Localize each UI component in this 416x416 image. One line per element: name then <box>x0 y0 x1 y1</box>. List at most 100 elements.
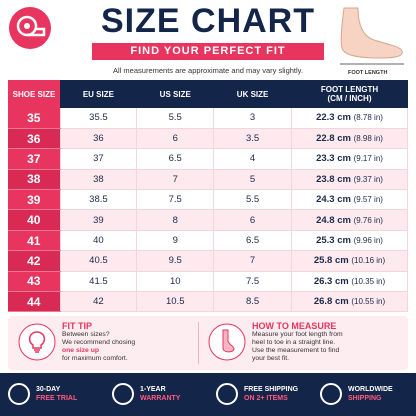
cell: 36 <box>60 128 138 150</box>
badge: 30-DAY FREE TRIAL <box>36 385 77 403</box>
cell: 40 <box>60 230 138 252</box>
fit-tip-highlight: one size up <box>62 347 100 354</box>
table-row: 38 38 7 5 23.8 cm (9.37 in) <box>8 169 408 191</box>
inch-value: (9.17 in) <box>353 154 383 164</box>
inch-value: (9.96 in) <box>353 236 383 246</box>
how-to-title: HOW TO MEASURE <box>252 321 337 331</box>
table-row: 40 39 8 6 24.8 cm (9.76 in) <box>8 209 408 231</box>
foot-label: FOOT LENGTH <box>348 70 388 76</box>
cell: 5.5 <box>136 108 215 129</box>
badge-title: 30-DAY <box>36 386 61 393</box>
cell: 35.5 <box>60 108 138 129</box>
badge-subtitle: WARRANTY <box>140 395 181 402</box>
tape-icon <box>9 7 51 49</box>
tips: FIT TIP Between sizes? We recommend chos… <box>8 316 408 370</box>
cell: 6.5 <box>213 230 292 252</box>
footer: 30-DAY FREE TRIAL 1-YEAR WARRANTY FREE SHIPP… <box>0 373 416 416</box>
cell: 6.5 <box>136 148 215 170</box>
inch-value: (9.37 in) <box>353 174 383 184</box>
foot-length-cell: 22.8 cm (8.98 in) <box>291 128 408 150</box>
foot-illustration <box>340 7 404 65</box>
badge-subtitle: ON 2+ ITEMS <box>244 395 288 402</box>
fit-tip-title: FIT TIP <box>62 321 92 331</box>
cell: 4 <box>213 148 292 170</box>
badge-subtitle: FREE TRIAL <box>36 395 78 402</box>
cell: 9.5 <box>136 250 215 272</box>
foot-length-cell: 23.8 cm (9.37 in) <box>291 169 408 191</box>
inch-value: (10.16 in) <box>351 256 386 266</box>
cell: 5 <box>213 169 292 191</box>
table-row: 35 35.5 5.5 3 22.3 cm (8.78 in) <box>8 108 408 129</box>
shoe-size: 37 <box>8 148 61 170</box>
shoe-size: 40 <box>8 209 61 231</box>
measure-icon <box>208 323 246 361</box>
inch-value: (9.57 in) <box>353 195 383 205</box>
badge-subtitle: SHIPPING <box>348 395 382 402</box>
cm-value: 25.3 cm <box>316 235 351 247</box>
badge-title: WORLDWIDE <box>348 386 393 393</box>
foot-length-cell: 25.3 cm (9.96 in) <box>291 230 408 252</box>
foot-length-cell: 24.8 cm (9.76 in) <box>291 209 408 231</box>
foot-length-cell: 24.3 cm (9.57 in) <box>291 189 408 211</box>
shoe-size: 36 <box>8 128 61 150</box>
header-cell: US SIZE <box>136 80 214 108</box>
how-to-line: Use the measurement to find <box>252 347 340 354</box>
inch-value: (8.98 in) <box>353 134 383 144</box>
header-cell: FOOT LENGTH <box>320 85 379 94</box>
cell: 38.5 <box>60 189 138 211</box>
inch-value: (10.55 in) <box>351 297 386 307</box>
cell: 39 <box>60 209 138 231</box>
badge-title: 1-YEAR <box>140 386 166 393</box>
badge: WORLDWIDE SHIPPING <box>348 385 393 403</box>
cell: 10.5 <box>136 291 215 313</box>
badge-icon <box>216 383 238 405</box>
cm-value: 22.3 cm <box>316 112 351 124</box>
fit-tip-line: for maximum comfort. <box>62 355 128 362</box>
cell: 38 <box>60 169 138 191</box>
how-to-line: heel to toe in a straight line. <box>252 339 336 346</box>
shoe-size: 38 <box>8 169 61 191</box>
table-row: 42 40.5 9.5 7 25.8 cm (10.16 in) <box>8 250 408 272</box>
cell: 3.5 <box>213 128 292 150</box>
badge: FREE SHIPPING ON 2+ ITEMS <box>244 385 298 403</box>
cell: 6 <box>136 128 215 150</box>
fit-tip-line: Between sizes? <box>62 331 110 338</box>
badge-title: FREE SHIPPING <box>244 386 299 393</box>
table-row: 39 38.5 7.5 5.5 24.3 cm (9.57 in) <box>8 189 408 211</box>
table-row: 41 40 9 6.5 25.3 cm (9.96 in) <box>8 230 408 252</box>
fit-tip-line: We recommend chosing <box>62 339 136 346</box>
cm-value: 24.3 cm <box>316 194 351 206</box>
table-row: 44 42 10.5 8.5 26.8 cm (10.55 in) <box>8 291 408 313</box>
foot-length-cell: 26.3 cm (10.35 in) <box>291 271 408 293</box>
cell: 40.5 <box>60 250 138 272</box>
cell: 5.5 <box>213 189 292 211</box>
table-row: 36 36 6 3.5 22.8 cm (8.98 in) <box>8 128 408 150</box>
cell: 7.5 <box>213 271 292 293</box>
inch-value: (9.76 in) <box>353 215 383 225</box>
title: SIZE CHART <box>101 2 315 40</box>
foot-length-cell: 25.8 cm (10.16 in) <box>291 250 408 272</box>
cell: 9 <box>136 230 215 252</box>
shoe-size: 44 <box>8 291 61 313</box>
how-to-line: Measure your foot length from <box>252 331 343 338</box>
cell: 8.5 <box>213 291 292 313</box>
size-table: SHOE SIZE EU SIZE US SIZE UK SIZE FOOT L… <box>8 80 408 313</box>
fit-tip: FIT TIP Between sizes? We recommend chos… <box>62 321 135 363</box>
shoe-size: 35 <box>8 108 61 129</box>
header-cell: (CM / INCH) <box>327 94 372 103</box>
cell: 10 <box>136 271 215 293</box>
bulb-icon <box>18 323 56 361</box>
foot-length-cell: 22.3 cm (8.78 in) <box>291 108 408 129</box>
badge: 1-YEAR WARRANTY <box>140 385 180 403</box>
header-cell: EU SIZE <box>60 80 137 108</box>
cell: 41.5 <box>60 271 138 293</box>
cell: 6 <box>213 209 292 231</box>
cell: 7 <box>136 169 215 191</box>
header-cell: UK SIZE <box>213 80 292 108</box>
cm-value: 23.3 cm <box>316 153 351 165</box>
header-row: SHOE SIZE EU SIZE US SIZE UK SIZE FOOT L… <box>8 80 408 108</box>
table-row: 43 41.5 10 7.5 26.3 cm (10.35 in) <box>8 271 408 293</box>
badge-icon <box>112 383 134 405</box>
inch-value: (8.78 in) <box>353 113 383 123</box>
